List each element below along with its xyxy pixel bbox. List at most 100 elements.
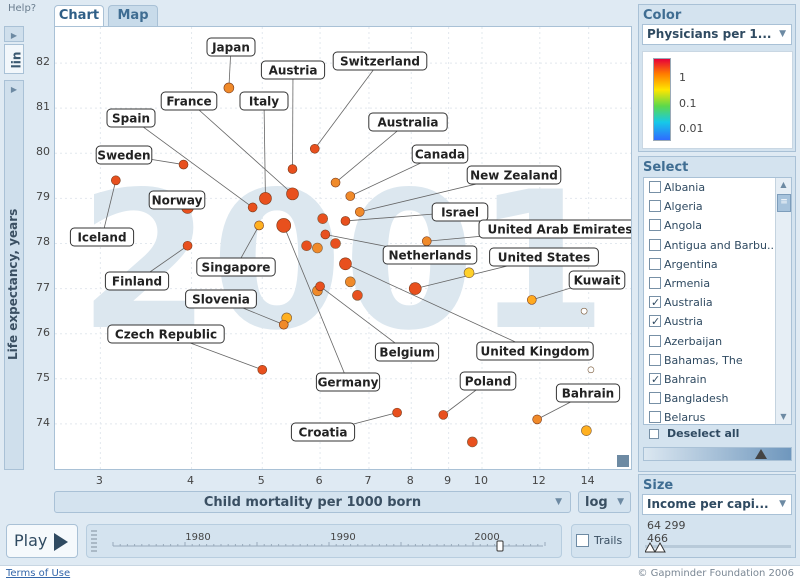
country-checkbox[interactable] — [649, 411, 661, 424]
y-axis-label: Life expectancy, years — [6, 208, 20, 360]
country-label: Finland — [112, 275, 162, 289]
country-list-item[interactable]: Azerbaijan — [644, 332, 791, 351]
country-label-box — [107, 324, 225, 344]
data-point — [438, 410, 449, 420]
color-legend-tick: 0.1 — [679, 97, 697, 110]
country-checkbox[interactable] — [649, 293, 661, 312]
data-point — [278, 319, 289, 330]
country-checkbox[interactable] — [649, 238, 661, 251]
country-checkbox[interactable] — [649, 181, 661, 193]
country-label: Bangladesh — [664, 392, 729, 406]
y-axis-selector[interactable]: ▶ — [4, 80, 24, 470]
country-list-item[interactable]: Bahamas, The — [644, 351, 791, 370]
country-label-box — [476, 341, 594, 361]
y-scale-button[interactable]: lin — [4, 44, 24, 74]
scroll-down-icon[interactable]: ▼ — [780, 412, 787, 421]
size-panel: Size Income per capi... ▼ 64 299 466 — [638, 474, 796, 558]
leader-line — [263, 100, 266, 199]
country-label: Japan — [211, 41, 250, 55]
country-checkbox[interactable] — [649, 276, 661, 289]
deselect-all-button[interactable]: Deselect all — [643, 425, 792, 445]
country-checkbox[interactable] — [649, 370, 661, 389]
country-list-scrollbar[interactable]: ▲ ≡ ▼ — [775, 178, 791, 424]
country-checkbox[interactable] — [649, 219, 661, 232]
country-list-item[interactable]: Austria — [644, 312, 791, 331]
country-list-item[interactable]: Belarus — [644, 408, 791, 424]
data-point — [182, 240, 193, 251]
color-gradient — [653, 58, 671, 141]
country-checkbox[interactable] — [649, 334, 661, 347]
x-tick-label: 9 — [444, 474, 452, 487]
country-label: Germany — [318, 376, 379, 390]
country-label-box — [104, 271, 170, 291]
data-point — [467, 436, 478, 448]
country-list-item[interactable]: Albania — [644, 178, 791, 197]
copyright: © Gapminder Foundation 2006 — [637, 568, 795, 579]
x-tick-label: 8 — [406, 474, 414, 487]
country-list-item[interactable]: Bangladesh — [644, 389, 791, 408]
country-label: Sweden — [97, 149, 150, 163]
country-label: Iceland — [77, 231, 126, 245]
country-checkbox[interactable] — [649, 200, 661, 213]
x-tick-label: 12 — [531, 474, 546, 487]
trails-checkbox[interactable] — [576, 534, 589, 547]
data-point — [344, 276, 356, 288]
country-checkbox[interactable] — [649, 353, 661, 366]
x-tick-label: 6 — [315, 474, 323, 487]
country-list-item[interactable]: Bahrain — [644, 370, 791, 389]
country-label-box — [206, 37, 256, 57]
y-axis-collapse-button[interactable]: ▶ — [4, 26, 24, 42]
country-label: Canada — [415, 148, 465, 162]
size-slider-handles[interactable] — [645, 541, 675, 553]
country-checkbox[interactable] — [649, 392, 661, 405]
scroll-up-icon[interactable]: ▲ — [780, 180, 787, 189]
data-point — [587, 366, 595, 374]
data-point — [339, 257, 352, 271]
country-list-item[interactable]: Armenia — [644, 274, 791, 293]
plot-area[interactable]: 2001 Japan Switzerland Austria France Italy Sp… — [54, 26, 632, 470]
trails-toggle[interactable]: Trails — [571, 524, 631, 558]
data-point — [354, 207, 365, 217]
size-range: 64 299 466 — [647, 519, 686, 545]
country-checkbox[interactable] — [649, 257, 661, 270]
country-list-item[interactable]: Antigua and Barbu... — [644, 236, 791, 255]
color-indicator-selector[interactable]: Physicians per 1... ▼ — [642, 24, 792, 45]
time-slider[interactable]: 1980 1990 2000 — [86, 524, 562, 558]
country-label: United Arab Emirates — [488, 223, 631, 237]
country-label-box — [332, 51, 428, 71]
opacity-slider-handle[interactable] — [755, 449, 767, 459]
data-point — [287, 164, 298, 174]
x-axis-selector[interactable]: Child mortality per 1000 born ▼ — [54, 491, 571, 513]
scroll-thumb[interactable]: ≡ — [777, 194, 791, 212]
play-button[interactable]: Play — [6, 524, 78, 558]
country-list-item[interactable]: Australia — [644, 293, 791, 312]
y-tick-label: 75 — [36, 370, 50, 384]
data-point — [315, 281, 325, 292]
leader-line — [314, 60, 381, 150]
country-list-item[interactable]: Algeria — [644, 197, 791, 216]
opacity-slider[interactable] — [643, 447, 792, 461]
x-scale-selector[interactable]: log ▼ — [578, 491, 631, 513]
country-label-box — [568, 270, 626, 290]
tab-chart[interactable]: Chart — [54, 5, 104, 26]
color-legend-tick: 1 — [679, 71, 686, 84]
y-tick-label: 78 — [36, 235, 50, 249]
country-list-item[interactable]: Argentina — [644, 255, 791, 274]
country-label-box — [196, 257, 276, 277]
country-checkbox[interactable] — [649, 312, 661, 331]
help-link[interactable]: Help? — [8, 3, 37, 14]
country-label-box — [411, 144, 469, 164]
x-tick-label: 5 — [257, 474, 265, 487]
tab-map[interactable]: Map — [108, 5, 158, 26]
country-label-box — [69, 227, 135, 247]
size-indicator-selector[interactable]: Income per capi... ▼ — [642, 494, 792, 515]
terms-link[interactable]: Terms of Use — [6, 568, 71, 579]
footer: Terms of Use © Gapminder Foundation 2006 — [0, 565, 800, 583]
country-list-item[interactable]: Angola — [644, 216, 791, 235]
data-point — [317, 213, 329, 224]
y-axis-label-box: Life expectancy, years — [4, 100, 24, 468]
country-list[interactable]: Albania Algeria Angola Antigua and Barbu...… — [643, 177, 792, 425]
size-slider[interactable] — [645, 541, 791, 553]
country-label: Bahamas, The — [664, 353, 743, 367]
country-label: Algeria — [664, 200, 703, 214]
